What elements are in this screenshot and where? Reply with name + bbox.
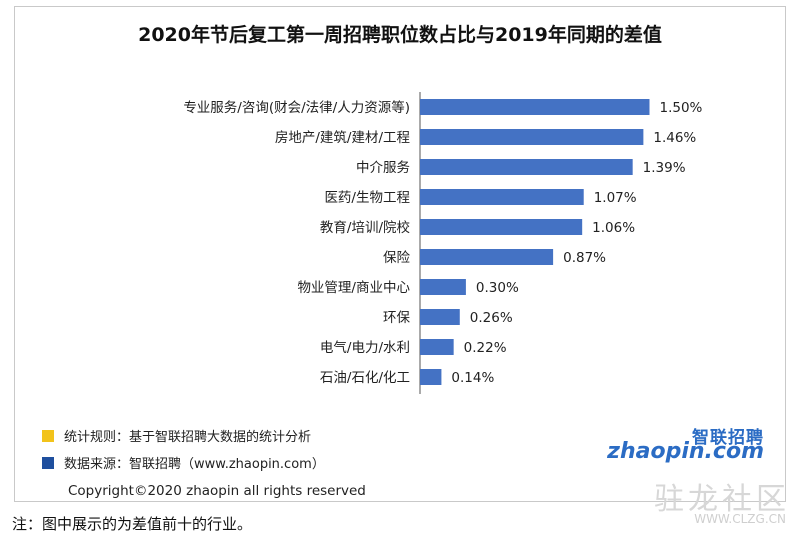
legend-item-source: 数据来源：智联招聘（www.zhaopin.com） <box>42 453 325 472</box>
category-label: 环保 <box>383 310 410 326</box>
bar <box>420 189 584 205</box>
legend-text-source: 数据来源：智联招聘（www.zhaopin.com） <box>64 457 325 472</box>
bar <box>420 339 454 355</box>
zhaopin-logo: 智联招聘 zhaopin.com <box>607 423 764 464</box>
data-label: 1.46% <box>653 130 696 146</box>
chart-title: 2020年节后复工第一周招聘职位数占比与2019年同期的差值 <box>138 24 662 46</box>
data-label: 0.22% <box>464 340 507 356</box>
data-label: 1.07% <box>594 190 637 206</box>
data-label: 0.87% <box>563 250 606 266</box>
data-label: 0.14% <box>451 370 494 386</box>
bar <box>420 99 650 115</box>
legend-item-rule: 统计规则：基于智联招聘大数据的统计分析 <box>42 426 311 445</box>
data-label: 1.06% <box>592 220 635 236</box>
bar <box>420 249 554 265</box>
bar <box>420 219 583 235</box>
watermark-cn: 驻龙社区 <box>654 482 790 517</box>
category-label: 医药/生物工程 <box>324 190 410 206</box>
chart-frame <box>14 6 786 502</box>
logo-cn-text: 智联招聘 <box>692 428 764 448</box>
category-label: 石油/石化/化工 <box>320 370 410 386</box>
bar <box>420 159 633 175</box>
data-label: 1.50% <box>660 100 703 116</box>
copyright-text: Copyright©2020 zhaopin all rights reserv… <box>68 483 366 499</box>
watermark-url: WWW.CLZG.CN <box>694 512 786 526</box>
bar <box>420 279 466 295</box>
bar <box>420 369 442 385</box>
category-label: 房地产/建筑/建材/工程 <box>275 130 410 146</box>
category-label: 电气/电力/水利 <box>320 340 410 356</box>
data-label: 0.26% <box>470 310 513 326</box>
category-label: 物业管理/商业中心 <box>297 280 410 296</box>
logo-en-text: zhaopin.com <box>607 439 764 464</box>
site-watermark: 驻龙社区 WWW.CLZG.CN <box>634 474 794 544</box>
footnote: 注：图中展示的为差值前十的行业。 <box>12 515 253 533</box>
category-label: 专业服务/咨询(财会/法律/人力资源等) <box>183 99 410 116</box>
data-label: 1.39% <box>643 160 686 176</box>
data-label: 0.30% <box>476 280 519 296</box>
category-label: 教育/培训/院校 <box>320 219 411 236</box>
bar <box>420 129 644 145</box>
bar <box>420 309 460 325</box>
legend-text-rule: 统计规则：基于智联招聘大数据的统计分析 <box>64 430 312 445</box>
category-label: 保险 <box>383 250 410 266</box>
legend-swatch-yellow <box>42 429 54 442</box>
category-label: 中介服务 <box>356 160 410 176</box>
legend-swatch-blue <box>42 456 54 469</box>
